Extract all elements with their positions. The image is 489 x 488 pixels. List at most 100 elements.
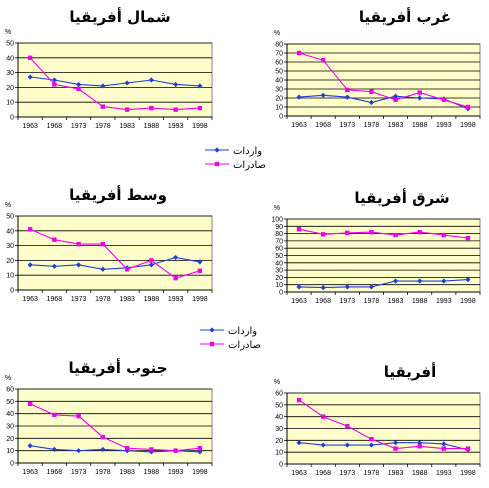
data-point-exports	[124, 446, 130, 451]
y-tick-label: 80	[275, 42, 283, 49]
unit-symbol: %	[274, 205, 280, 212]
data-point-imports	[100, 83, 106, 89]
data-point-imports	[173, 254, 179, 261]
data-point-imports	[76, 262, 82, 268]
x-tick-label: 1968	[315, 122, 331, 129]
x-tick-label: 1998	[192, 123, 208, 130]
y-tick-label: 100	[271, 217, 283, 224]
y-tick-label: 0	[10, 461, 14, 468]
data-point-exports	[27, 401, 33, 406]
data-point-exports	[100, 434, 106, 440]
x-tick-label: 1973	[340, 470, 356, 477]
x-tick-label: 1988	[412, 470, 428, 477]
data-point-exports	[441, 232, 447, 238]
data-point-imports	[368, 99, 375, 106]
data-point-imports	[148, 262, 154, 268]
data-point-imports	[296, 284, 302, 290]
data-point-imports	[392, 440, 399, 446]
y-tick-label: 80	[275, 231, 283, 238]
x-tick-label: 1998	[460, 470, 476, 477]
data-point-imports	[320, 442, 326, 448]
data-point-imports	[296, 440, 302, 446]
data-point-exports	[417, 90, 422, 95]
data-point-exports	[197, 446, 203, 451]
legend-marker-exports	[209, 341, 215, 347]
x-tick-label: 1998	[460, 122, 476, 129]
chart-title: شرق أفريقيا	[354, 188, 449, 207]
x-tick-label: 1973	[71, 296, 87, 303]
x-tick-label: 1978	[364, 298, 380, 305]
unit-symbol: %	[274, 379, 280, 386]
data-point-imports	[465, 276, 471, 283]
y-tick-label: 40	[6, 411, 14, 418]
x-tick-label: 1968	[47, 296, 63, 303]
data-point-exports	[417, 229, 422, 235]
data-point-imports	[320, 92, 326, 98]
data-point-imports	[441, 278, 447, 284]
data-point-imports	[296, 94, 302, 100]
x-tick-label: 1963	[22, 469, 38, 476]
data-point-exports	[393, 97, 398, 102]
plot-area	[17, 42, 213, 118]
x-tick-label: 1978	[95, 469, 111, 476]
y-tick-label: 90	[275, 224, 283, 231]
x-tick-label: 1973	[71, 469, 87, 476]
series-line-exports	[298, 228, 468, 239]
y-tick-label: 10	[275, 450, 283, 457]
x-tick-label: 1978	[95, 123, 111, 130]
x-tick-label: 1998	[460, 298, 476, 305]
data-point-imports	[320, 285, 326, 291]
data-point-exports	[173, 107, 178, 112]
plot-area	[17, 215, 213, 291]
x-tick-label: 1993	[168, 296, 184, 303]
y-tick-label: 10	[275, 105, 283, 112]
y-tick-label: 0	[279, 114, 283, 121]
series-line-exports	[29, 403, 200, 452]
data-point-exports	[149, 447, 154, 452]
y-tick-label: 60	[275, 246, 283, 253]
x-tick-label: 1963	[291, 470, 307, 477]
y-tick-label: 50	[275, 253, 283, 260]
x-tick-label: 1963	[291, 122, 307, 129]
unit-symbol: %	[274, 30, 280, 37]
data-point-exports	[320, 232, 326, 237]
data-point-imports	[417, 278, 423, 284]
data-point-exports	[417, 444, 422, 449]
x-tick-label: 1998	[192, 296, 208, 303]
x-tick-label: 1993	[436, 298, 452, 305]
data-point-exports	[52, 237, 57, 242]
y-tick-label: 20	[6, 85, 14, 92]
data-point-imports	[148, 449, 154, 455]
data-point-exports	[124, 107, 130, 112]
data-point-imports	[27, 74, 33, 80]
chart-title: شمال أفريقيا	[69, 7, 170, 26]
data-point-exports	[465, 104, 471, 110]
y-tick-label: 20	[6, 436, 14, 443]
series-line-exports	[29, 57, 200, 111]
data-point-exports	[345, 423, 350, 429]
x-tick-label: 1978	[364, 122, 380, 129]
data-point-imports	[441, 441, 447, 447]
x-tick-label: 1988	[144, 296, 160, 303]
data-point-imports	[344, 442, 350, 448]
y-tick-label: 20	[275, 96, 283, 103]
y-tick-label: 50	[6, 399, 14, 406]
data-point-exports	[393, 232, 398, 238]
y-tick-label: 60	[6, 387, 14, 394]
legend-2: واردات صادرات	[200, 326, 261, 351]
x-tick-label: 1983	[119, 296, 135, 303]
y-tick-label: 0	[279, 290, 283, 297]
y-tick-label: 0	[10, 288, 14, 295]
y-tick-label: 0	[10, 115, 14, 122]
data-point-exports	[27, 55, 33, 60]
x-tick-label: 1978	[364, 470, 380, 477]
data-point-exports	[173, 275, 178, 281]
y-tick-label: 50	[6, 214, 14, 221]
y-tick-label: 40	[6, 55, 14, 62]
data-point-imports	[417, 95, 423, 101]
data-point-exports	[369, 89, 374, 94]
x-tick-label: 1983	[388, 298, 404, 305]
data-point-exports	[100, 104, 106, 109]
